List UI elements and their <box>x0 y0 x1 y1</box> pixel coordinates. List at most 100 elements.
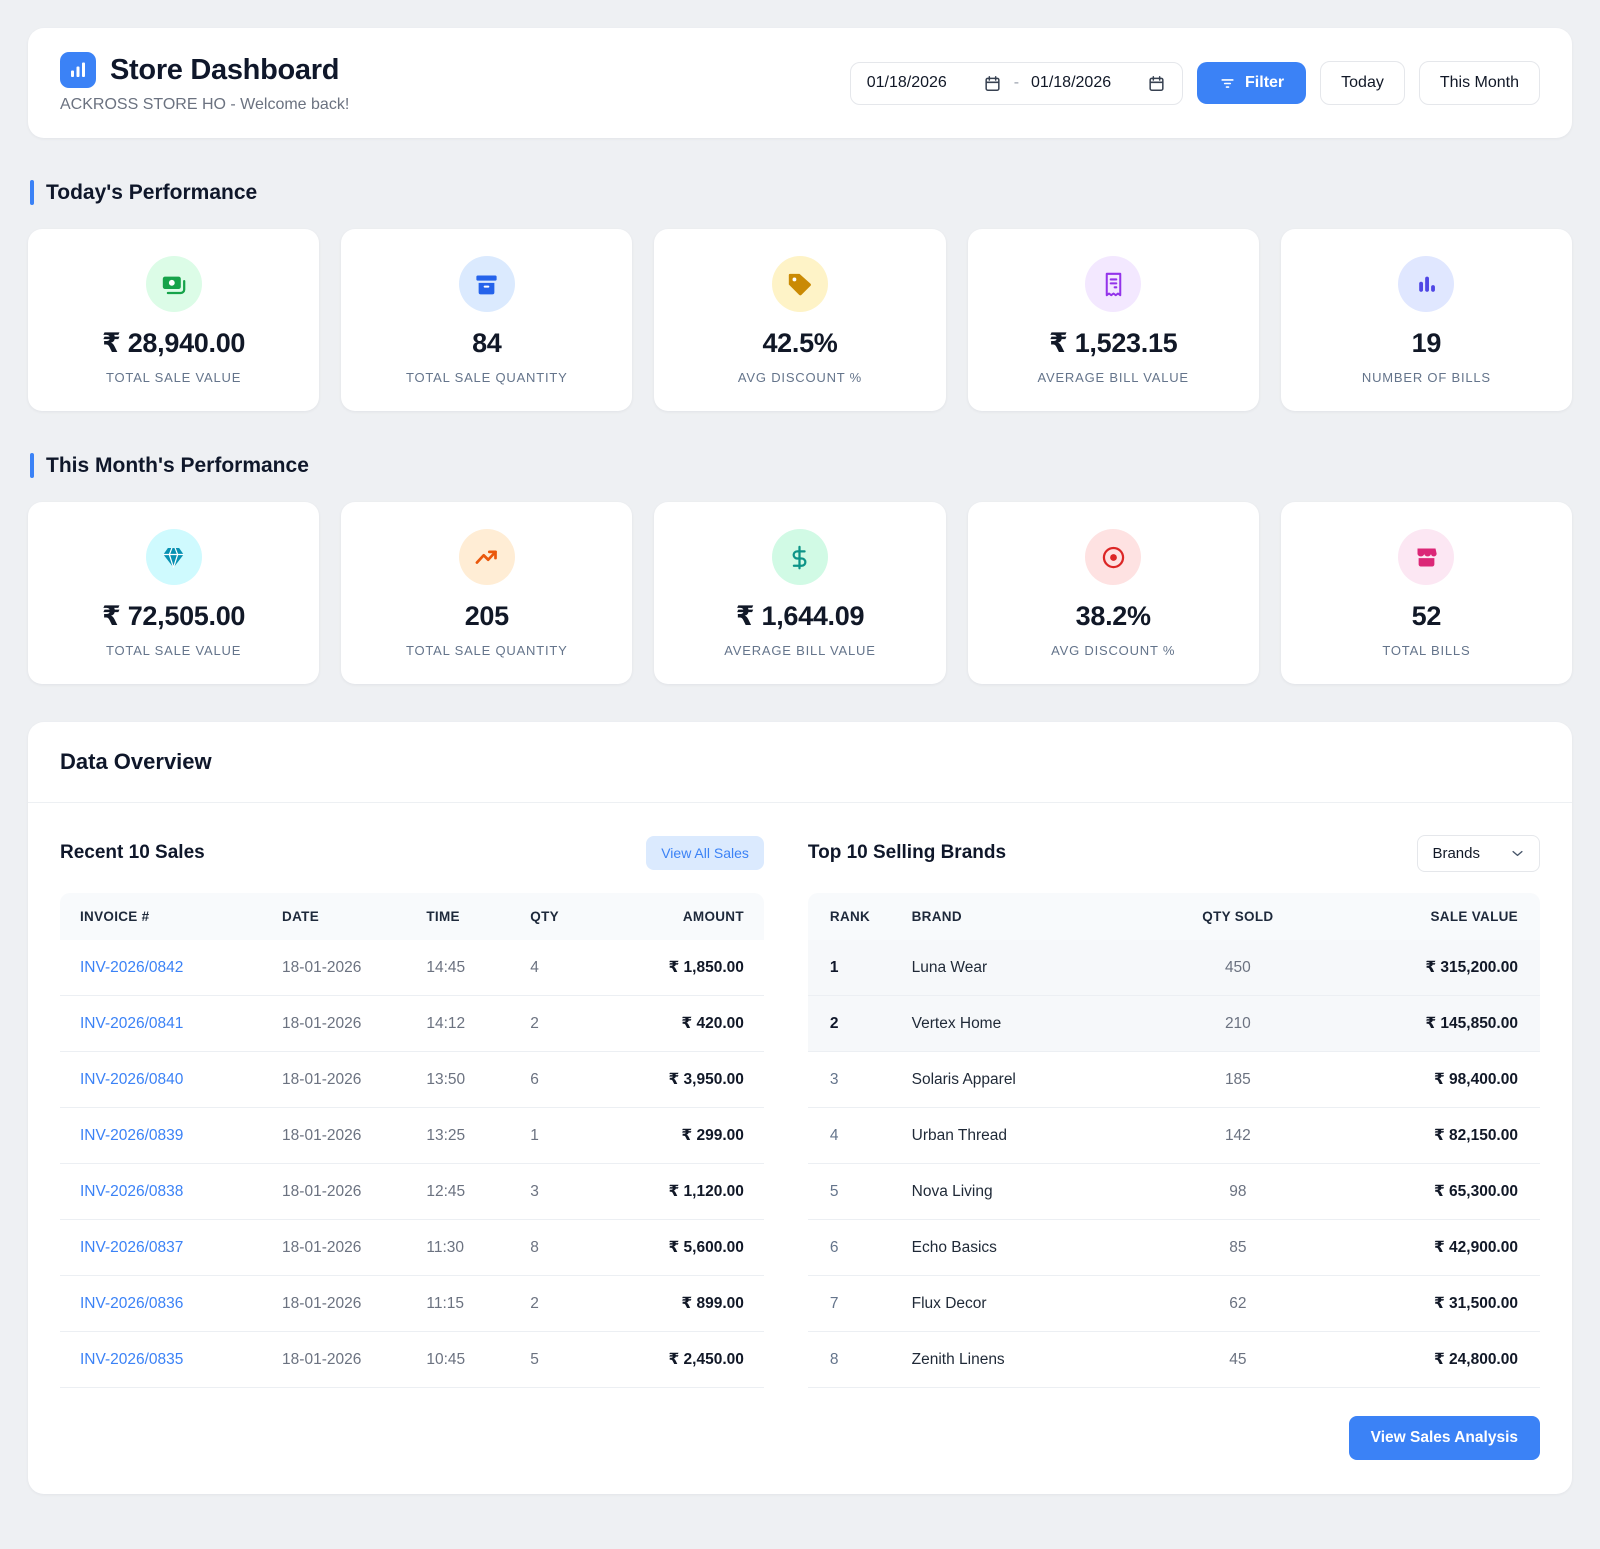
brand-qty-sold: 45 <box>1229 1350 1247 1368</box>
brand-sale-value: ₹ 65,300.00 <box>1433 1183 1518 1200</box>
this-month-button[interactable]: This Month <box>1418 61 1540 105</box>
brand-qty-sold: 210 <box>1224 1014 1251 1032</box>
brand-rank: 2 <box>829 1014 839 1032</box>
stat-card: ₹ 28,940.00 TOTAL SALE VALUE <box>28 229 320 411</box>
sale-qty: 3 <box>530 1182 539 1200</box>
sale-time: 14:45 <box>426 958 466 976</box>
brand-name: Urban Thread <box>911 1126 1007 1144</box>
today-cards: ₹ 28,940.00 TOTAL SALE VALUE 84 TOTAL SA… <box>28 229 1572 411</box>
stat-label: AVERAGE BILL VALUE <box>1037 370 1189 385</box>
recent-sales-panel: Recent 10 Sales View All Sales INVOICE #… <box>60 833 764 1388</box>
stat-value: 38.2% <box>1075 601 1151 631</box>
stat-value: ₹ 1,644.09 <box>735 601 865 631</box>
banknotes-icon <box>145 256 202 312</box>
calendar-icon[interactable] <box>983 74 1002 93</box>
view-sales-analysis-button[interactable]: View Sales Analysis <box>1348 1416 1540 1460</box>
stat-card: 19 NUMBER OF BILLS <box>1280 229 1572 411</box>
page-title: Store Dashboard <box>110 53 340 86</box>
table-row: 1 Luna Wear 450 ₹ 315,200.00 <box>807 940 1540 996</box>
sale-qty: 8 <box>530 1238 539 1256</box>
date-from-input[interactable] <box>866 74 971 92</box>
stat-card: ₹ 1,644.09 AVERAGE BILL VALUE <box>654 502 946 684</box>
table-row: 3 Solaris Apparel 185 ₹ 98,400.00 <box>807 1052 1540 1108</box>
column-header: BRAND <box>911 909 962 924</box>
store-icon <box>1398 529 1455 585</box>
sale-date: 18-01-2026 <box>282 1182 362 1200</box>
column-header: INVOICE # <box>80 909 150 924</box>
stat-value: 205 <box>464 601 509 631</box>
sale-amount: ₹ 1,850.00 <box>668 959 744 976</box>
stat-label: AVERAGE BILL VALUE <box>724 643 876 658</box>
tag-icon <box>771 256 828 312</box>
stat-label: AVG DISCOUNT % <box>1051 643 1176 658</box>
stat-value: 84 <box>472 328 502 358</box>
data-overview-title: Data Overview <box>28 722 1572 803</box>
month-cards: ₹ 72,505.00 TOTAL SALE VALUE 205 TOTAL S… <box>28 502 1572 684</box>
sale-amount: ₹ 1,120.00 <box>668 1183 744 1200</box>
brand-sale-value: ₹ 42,900.00 <box>1433 1239 1518 1256</box>
stat-label: TOTAL BILLS <box>1382 643 1471 658</box>
stat-value: ₹ 28,940.00 <box>102 328 246 358</box>
today-button[interactable]: Today <box>1320 61 1405 105</box>
stat-label: TOTAL SALE QUANTITY <box>405 643 568 658</box>
sale-date: 18-01-2026 <box>282 1014 362 1032</box>
brand-qty-sold: 62 <box>1229 1294 1247 1312</box>
dollar-icon <box>771 529 828 585</box>
sale-amount: ₹ 899.00 <box>681 1295 744 1312</box>
table-row: 4 Urban Thread 142 ₹ 82,150.00 <box>807 1108 1540 1164</box>
target-icon <box>1085 529 1142 585</box>
sale-date: 18-01-2026 <box>282 1238 362 1256</box>
stat-card: 52 TOTAL BILLS <box>1280 502 1572 684</box>
date-to-input[interactable] <box>1031 74 1136 92</box>
calendar-icon[interactable] <box>1147 74 1166 93</box>
stat-value: 19 <box>1411 328 1442 358</box>
sale-time: 13:25 <box>426 1126 466 1144</box>
stat-card: 84 TOTAL SALE QUANTITY <box>341 229 633 411</box>
brand-rank: 5 <box>829 1182 839 1200</box>
stat-card: ₹ 1,523.15 AVERAGE BILL VALUE <box>967 229 1259 411</box>
filter-button[interactable]: Filter <box>1197 62 1307 104</box>
sale-qty: 2 <box>530 1014 539 1032</box>
table-row: INV-2026/0840 18-01-2026 13:50 6 ₹ 3,950… <box>60 1052 764 1108</box>
sale-date: 18-01-2026 <box>282 1294 362 1312</box>
brand-sale-value: ₹ 31,500.00 <box>1433 1295 1518 1312</box>
stat-value: 52 <box>1411 601 1442 631</box>
brand-name: Luna Wear <box>911 958 988 976</box>
data-overview-card: Data Overview Recent 10 Sales View All S… <box>28 722 1572 1494</box>
view-all-sales-button[interactable]: View All Sales <box>646 836 764 870</box>
stat-card: 205 TOTAL SALE QUANTITY <box>341 502 633 684</box>
recent-sales-body: INV-2026/0842 18-01-2026 14:45 4 ₹ 1,850… <box>60 940 764 1388</box>
stat-label: TOTAL SALE VALUE <box>106 370 242 385</box>
stat-value: 42.5% <box>762 328 838 358</box>
sale-amount: ₹ 299.00 <box>681 1127 744 1144</box>
sale-date: 18-01-2026 <box>282 1350 362 1368</box>
invoice-link[interactable]: INV-2026/0842 <box>80 958 184 976</box>
brand-sale-value: ₹ 145,850.00 <box>1425 1015 1518 1032</box>
table-row: 7 Flux Decor 62 ₹ 31,500.00 <box>807 1276 1540 1332</box>
invoice-link[interactable]: INV-2026/0839 <box>80 1126 184 1144</box>
sale-amount: ₹ 2,450.00 <box>668 1351 744 1368</box>
column-header: DATE <box>282 909 319 924</box>
sale-time: 11:15 <box>426 1294 465 1312</box>
invoice-link[interactable]: INV-2026/0838 <box>80 1182 184 1200</box>
brand-rank: 4 <box>829 1126 839 1144</box>
receipt-icon <box>1085 256 1142 312</box>
invoice-link[interactable]: INV-2026/0837 <box>80 1238 184 1256</box>
sale-qty: 2 <box>530 1294 539 1312</box>
sale-date: 18-01-2026 <box>282 1070 362 1088</box>
gem-icon <box>145 529 202 585</box>
invoice-link[interactable]: INV-2026/0835 <box>80 1350 184 1368</box>
invoice-link[interactable]: INV-2026/0840 <box>80 1070 184 1088</box>
table-row: INV-2026/0838 18-01-2026 12:45 3 ₹ 1,120… <box>60 1164 764 1220</box>
invoice-link[interactable]: INV-2026/0836 <box>80 1294 184 1312</box>
brands-dropdown[interactable]: Brands <box>1417 834 1540 872</box>
brand-name: Zenith Linens <box>911 1350 1005 1368</box>
column-header: AMOUNT <box>682 909 744 924</box>
trending-up-icon <box>458 529 515 585</box>
sale-date: 18-01-2026 <box>282 1126 362 1144</box>
invoice-link[interactable]: INV-2026/0841 <box>80 1014 184 1032</box>
stat-label: TOTAL SALE VALUE <box>106 643 242 658</box>
brand-sale-value: ₹ 82,150.00 <box>1433 1127 1518 1144</box>
top-brands-panel: Top 10 Selling Brands Brands RANK BRAND … <box>807 833 1540 1388</box>
brand-rank: 7 <box>829 1294 839 1312</box>
